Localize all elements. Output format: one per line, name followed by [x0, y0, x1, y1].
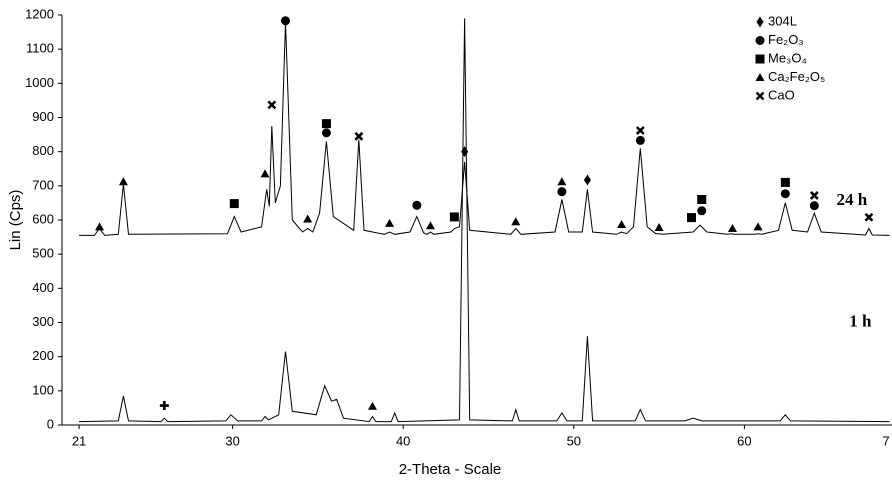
marker-cross	[267, 100, 277, 110]
marker-triangle	[557, 177, 567, 186]
marker-circle	[780, 189, 790, 199]
marker-square	[697, 195, 707, 204]
legend-label: Me₃O₄	[768, 50, 807, 65]
y-tick-label: 400	[32, 280, 54, 295]
marker-circle	[412, 200, 422, 210]
marker-triangle	[425, 221, 435, 230]
marker-triangle	[511, 217, 521, 226]
y-tick-label: 300	[32, 314, 54, 329]
marker-triangle	[95, 222, 105, 231]
x-tick-label: 7	[882, 433, 889, 448]
marker-circle	[809, 201, 819, 211]
marker-circle	[697, 206, 707, 216]
marker-square	[229, 199, 239, 209]
y-tick-label: 1000	[25, 75, 54, 90]
marker-circle	[280, 16, 290, 26]
marker-circle	[635, 135, 645, 145]
marker-triangle	[617, 219, 627, 228]
marker-square	[755, 54, 765, 64]
legend-label: CaO	[768, 87, 795, 102]
y-tick-label: 800	[32, 143, 54, 158]
marker-triangle	[367, 401, 377, 410]
x-tick-label: 40	[396, 433, 410, 448]
marker-square	[687, 213, 697, 223]
marker-square	[321, 119, 331, 129]
marker-circle	[755, 36, 765, 45]
marker-triangle	[753, 222, 763, 231]
y-tick-label: 900	[32, 109, 54, 124]
legend-label: 304L	[768, 13, 797, 28]
marker-circle	[321, 128, 331, 138]
legend-label: Ca₂Fe₂O₅	[768, 69, 825, 84]
y-tick-label: 1100	[26, 41, 54, 56]
marker-diamond	[461, 146, 469, 158]
y-tick-label: 0	[47, 416, 54, 431]
marker-cross	[864, 212, 874, 222]
y-tick-label: 200	[32, 348, 54, 363]
marker-triangle	[385, 218, 395, 227]
marker-triangle	[755, 73, 765, 81]
marker-triangle	[118, 177, 128, 186]
marker-diamond	[756, 16, 764, 28]
annotation: 1 h	[849, 311, 872, 330]
x-axis-label: 2-Theta - Scale	[399, 461, 502, 478]
marker-cross	[635, 126, 645, 135]
x-tick-label: 21	[72, 433, 86, 448]
marker-triangle	[654, 223, 664, 232]
y-tick-label: 500	[32, 246, 54, 261]
marker-plus	[159, 401, 169, 411]
marker-square	[780, 177, 790, 187]
y-axis-label: Lin (Cps)	[7, 190, 24, 251]
marker-triangle	[260, 169, 270, 178]
marker-square	[449, 212, 459, 222]
marker-cross	[354, 131, 364, 141]
marker-triangle	[727, 224, 737, 233]
y-tick-label: 600	[32, 211, 54, 226]
y-tick-label: 100	[32, 382, 54, 397]
y-tick-label: 700	[32, 177, 54, 192]
x-tick-label: 60	[737, 433, 751, 448]
xrd-line	[79, 18, 890, 423]
marker-cross	[809, 190, 819, 200]
marker-circle	[557, 187, 567, 197]
marker-triangle	[303, 214, 313, 223]
x-tick-label: 50	[567, 433, 581, 448]
y-tick-label: 1200	[25, 6, 54, 21]
x-tick-label: 30	[225, 433, 239, 448]
marker-diamond	[583, 174, 591, 186]
marker-cross	[755, 91, 765, 101]
annotation: 24 h	[837, 190, 868, 209]
legend-label: Fe₂O₃	[768, 32, 804, 47]
